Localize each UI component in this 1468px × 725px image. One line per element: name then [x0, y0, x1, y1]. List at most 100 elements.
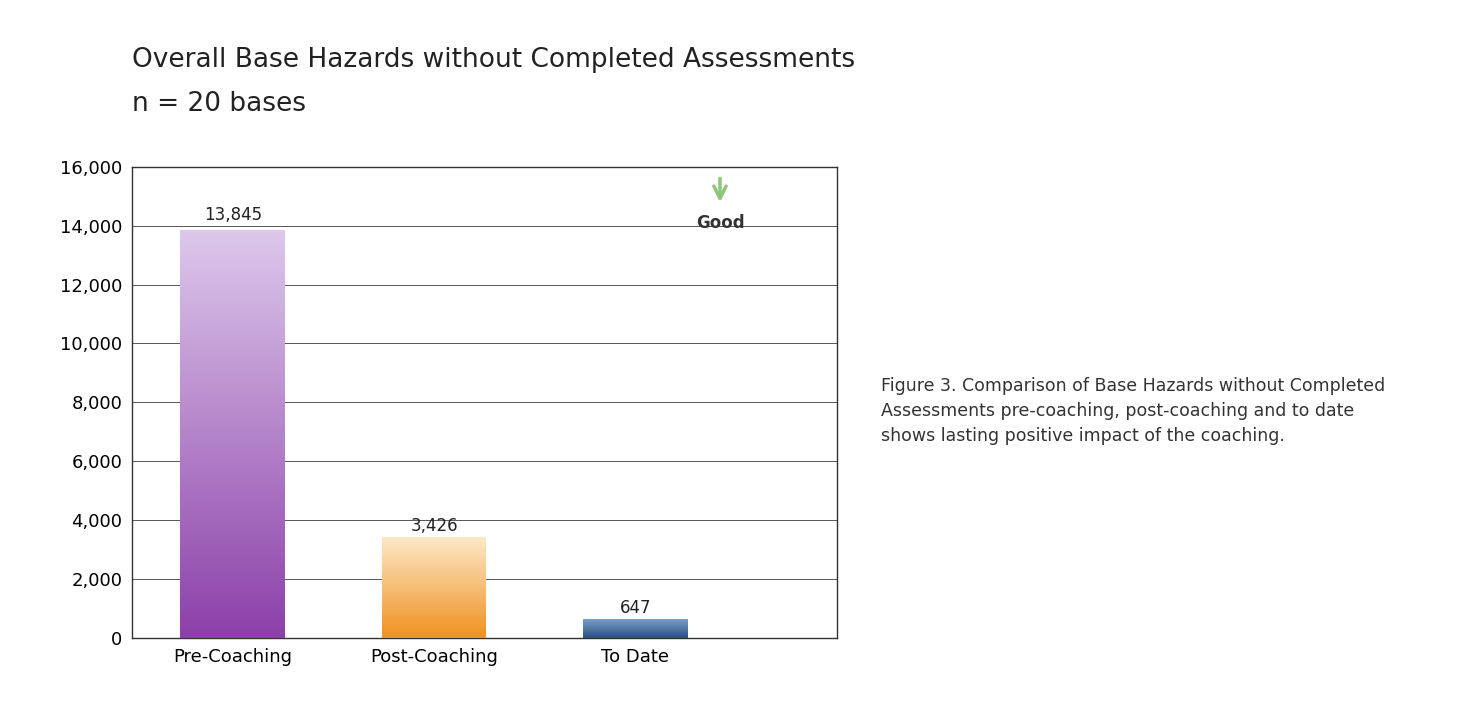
- Bar: [181, 374, 285, 376]
- Bar: [181, 245, 285, 246]
- Bar: [181, 415, 285, 416]
- Bar: [181, 442, 285, 444]
- Bar: [181, 534, 285, 535]
- Bar: [181, 320, 285, 321]
- Bar: [181, 358, 285, 360]
- Bar: [181, 419, 285, 420]
- Bar: [181, 509, 285, 510]
- Bar: [181, 552, 285, 554]
- Bar: [181, 297, 285, 298]
- Bar: [181, 507, 285, 509]
- Bar: [181, 582, 285, 584]
- Bar: [181, 270, 285, 271]
- Bar: [181, 470, 285, 471]
- Bar: [181, 532, 285, 534]
- Bar: [181, 616, 285, 618]
- Bar: [181, 259, 285, 260]
- Text: 3,426: 3,426: [410, 517, 458, 535]
- Bar: [181, 336, 285, 338]
- Bar: [181, 248, 285, 249]
- Bar: [181, 476, 285, 478]
- Bar: [181, 613, 285, 615]
- Bar: [181, 268, 285, 270]
- Bar: [181, 256, 285, 257]
- Bar: [181, 340, 285, 341]
- Bar: [181, 399, 285, 400]
- Bar: [181, 622, 285, 623]
- Bar: [181, 565, 285, 566]
- Bar: [181, 242, 285, 244]
- Bar: [181, 433, 285, 434]
- Bar: [181, 539, 285, 540]
- Bar: [181, 389, 285, 391]
- Bar: [181, 506, 285, 507]
- Bar: [181, 502, 285, 503]
- Bar: [181, 634, 285, 635]
- Bar: [181, 618, 285, 619]
- Text: Figure 3. Comparison of Base Hazards without Completed
Assessments pre-coaching,: Figure 3. Comparison of Base Hazards wit…: [881, 377, 1384, 445]
- Bar: [181, 286, 285, 287]
- Bar: [181, 494, 285, 495]
- Bar: [181, 397, 285, 399]
- Bar: [181, 607, 285, 608]
- Text: Overall Base Hazards without Completed Assessments: Overall Base Hazards without Completed A…: [132, 47, 856, 73]
- Bar: [181, 518, 285, 520]
- Bar: [181, 475, 285, 476]
- Bar: [181, 423, 285, 425]
- Bar: [181, 299, 285, 301]
- Bar: [181, 370, 285, 372]
- Bar: [181, 457, 285, 459]
- Bar: [181, 372, 285, 373]
- Bar: [181, 357, 285, 358]
- Bar: [181, 515, 285, 517]
- Bar: [181, 305, 285, 307]
- Bar: [181, 381, 285, 383]
- Bar: [181, 247, 285, 248]
- Bar: [181, 241, 285, 242]
- Bar: [181, 234, 285, 236]
- Bar: [181, 486, 285, 487]
- Bar: [181, 497, 285, 498]
- Bar: [181, 428, 285, 430]
- Bar: [181, 414, 285, 415]
- Bar: [181, 523, 285, 524]
- Bar: [181, 430, 285, 431]
- Bar: [181, 327, 285, 328]
- Bar: [181, 629, 285, 630]
- Bar: [181, 301, 285, 302]
- Bar: [181, 400, 285, 402]
- Bar: [181, 467, 285, 468]
- Bar: [181, 369, 285, 370]
- Bar: [181, 568, 285, 570]
- Bar: [181, 471, 285, 472]
- Bar: [181, 413, 285, 414]
- Bar: [181, 562, 285, 563]
- Bar: [181, 441, 285, 442]
- Bar: [181, 434, 285, 436]
- Bar: [181, 290, 285, 291]
- Bar: [181, 604, 285, 605]
- Bar: [181, 577, 285, 579]
- Bar: [181, 535, 285, 536]
- Bar: [181, 278, 285, 279]
- Bar: [181, 579, 285, 581]
- Bar: [181, 366, 285, 368]
- Bar: [181, 630, 285, 631]
- Bar: [181, 460, 285, 461]
- Bar: [181, 377, 285, 378]
- Bar: [181, 316, 285, 318]
- Bar: [181, 347, 285, 349]
- Bar: [181, 378, 285, 380]
- Bar: [181, 380, 285, 381]
- Bar: [181, 352, 285, 354]
- Bar: [181, 365, 285, 366]
- Bar: [181, 540, 285, 542]
- Bar: [181, 588, 285, 589]
- Bar: [181, 548, 285, 550]
- Bar: [181, 329, 285, 331]
- Bar: [181, 503, 285, 505]
- Bar: [181, 537, 285, 539]
- Bar: [181, 585, 285, 587]
- Bar: [181, 260, 285, 262]
- Bar: [181, 328, 285, 329]
